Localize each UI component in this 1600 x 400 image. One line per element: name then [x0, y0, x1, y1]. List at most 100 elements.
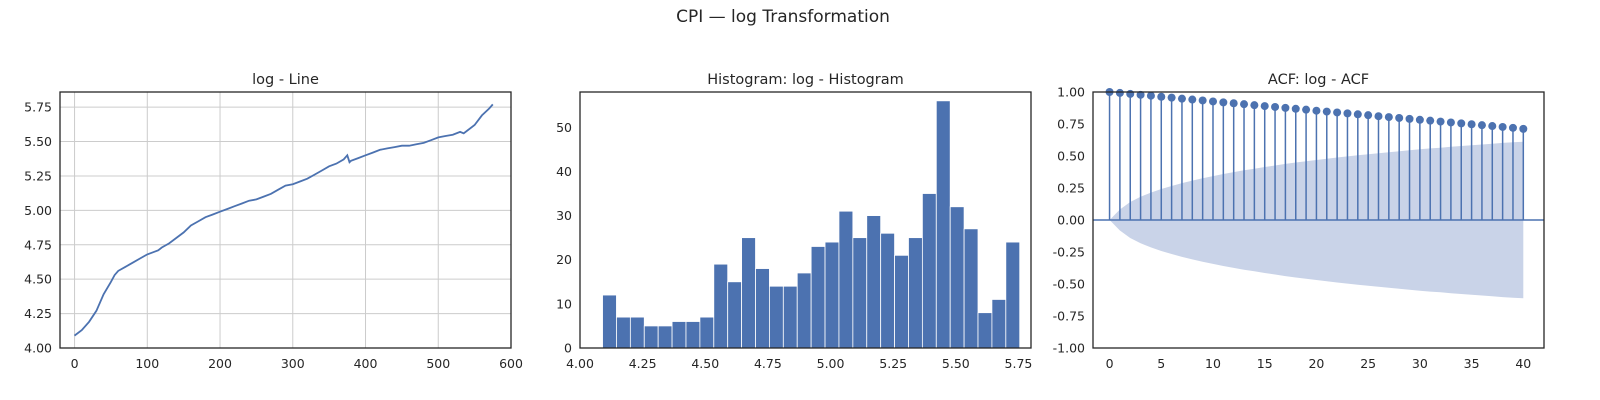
- y-tick-label: 0.00: [1057, 213, 1085, 228]
- y-tick-label: 0.50: [1057, 149, 1085, 164]
- acf-marker: [1415, 115, 1424, 124]
- histogram-bar: [699, 316, 715, 349]
- acf-marker: [1302, 105, 1311, 114]
- plot-frame: [59, 91, 512, 349]
- histogram-bar: [796, 272, 812, 349]
- histogram-bar: [727, 281, 743, 349]
- histogram-bar: [894, 254, 909, 349]
- acf-marker: [1219, 98, 1228, 107]
- y-tick-label: -0.25: [1053, 245, 1085, 260]
- histogram-bar: [977, 312, 993, 349]
- x-tick-label: 5.50: [942, 356, 970, 371]
- acf-marker: [1364, 111, 1373, 120]
- histogram-bar: [782, 285, 798, 349]
- y-tick-label: 4.00: [24, 341, 52, 356]
- histogram-bar: [810, 246, 826, 349]
- y-tick-label: -0.50: [1053, 277, 1085, 292]
- acf-marker: [1498, 122, 1507, 131]
- y-tick-label: 0.75: [1057, 117, 1085, 132]
- histogram-bar: [824, 241, 840, 349]
- acf-marker: [1353, 110, 1362, 119]
- y-tick-label: 0.25: [1057, 181, 1085, 196]
- histogram-bar: [991, 299, 1007, 349]
- histogram-bar: [852, 237, 868, 349]
- x-tick-label: 5.75: [1005, 356, 1033, 371]
- figure-title: CPI — log Transformation: [676, 7, 890, 27]
- x-tick-label: 0: [1106, 356, 1114, 371]
- histogram-bar: [921, 193, 937, 349]
- acf-marker: [1395, 113, 1404, 122]
- histogram-bar: [963, 228, 979, 349]
- acf-marker: [1188, 95, 1197, 104]
- acf-marker: [1405, 114, 1414, 123]
- line-panel: 0 100 200 300 400 500 600 4.00 4.25 4.50 4.75 5.00 5…: [24, 72, 523, 371]
- histogram-bar: [908, 237, 923, 349]
- y-tick-label: 5.25: [24, 168, 52, 183]
- y-tick-label: 20: [556, 252, 572, 267]
- acf-marker: [1333, 108, 1342, 117]
- acf-marker: [1260, 102, 1269, 111]
- acf-marker: [1291, 104, 1300, 113]
- x-tick-label: 10: [1205, 356, 1221, 371]
- histogram-bar: [880, 232, 895, 349]
- y-tick-label: -0.75: [1053, 309, 1085, 324]
- panel-title: log - Line: [252, 72, 319, 88]
- x-tick-label: 500: [426, 356, 450, 371]
- acf-marker: [1208, 97, 1217, 106]
- x-tick-label: 20: [1308, 356, 1324, 371]
- histogram-bar: [657, 325, 673, 349]
- series-line: [73, 103, 494, 337]
- y-tick-label: 4.75: [24, 237, 52, 252]
- acf-marker: [1457, 119, 1466, 128]
- acf-marker: [1167, 93, 1176, 102]
- acf-marker: [1240, 100, 1249, 109]
- y-tick-label: 50: [556, 120, 572, 135]
- acf-marker: [1446, 118, 1455, 127]
- acf-marker: [1488, 122, 1497, 131]
- histogram-bar: [616, 316, 631, 349]
- x-tick-label: 4.00: [566, 356, 594, 371]
- x-tick-label: 600: [499, 356, 523, 371]
- acf-marker: [1508, 123, 1517, 132]
- y-tick-label: 4.25: [24, 306, 52, 321]
- acf-marker: [1177, 94, 1186, 103]
- x-tick-label: 30: [1412, 356, 1428, 371]
- x-tick-label: 4.75: [754, 356, 782, 371]
- y-tick-label: 4.50: [24, 272, 52, 287]
- histogram-bar: [685, 321, 701, 349]
- plot-frame: [579, 91, 1032, 349]
- acf-marker: [1426, 116, 1435, 125]
- histogram-bar: [935, 100, 951, 349]
- histogram-bar: [769, 285, 784, 349]
- acf-marker: [1322, 107, 1331, 116]
- x-tick-label: 15: [1257, 356, 1273, 371]
- y-tick-label: 5.00: [24, 203, 52, 218]
- histogram-bar: [643, 325, 659, 349]
- x-tick-label: 200: [208, 356, 232, 371]
- histogram-bar: [713, 263, 729, 349]
- histogram-bar: [629, 316, 645, 349]
- acf-marker: [1126, 89, 1135, 98]
- acf-marker: [1467, 120, 1476, 129]
- x-tick-label: 40: [1515, 356, 1531, 371]
- acf-marker: [1281, 103, 1290, 112]
- acf-marker: [1136, 90, 1145, 99]
- histogram-bar: [1005, 241, 1021, 349]
- acf-marker: [1198, 96, 1207, 105]
- x-tick-label: 35: [1464, 356, 1480, 371]
- acf-marker: [1250, 101, 1259, 110]
- acf-marker: [1384, 113, 1393, 122]
- histogram-panel: 4.00 4.25 4.50 4.75 5.00 5.25 5.50 5.75 0 10 20 30 4…: [556, 72, 1032, 371]
- x-tick-label: 400: [354, 356, 378, 371]
- y-tick-label: 10: [556, 296, 572, 311]
- x-tick-label: 0: [71, 356, 79, 371]
- histogram-bar: [741, 237, 756, 349]
- x-tick-label: 4.50: [691, 356, 719, 371]
- acf-panel: 0 5 10 15 20 25 30 35 40 -1.00 -0.75 -0.50 -0.25 0.00…: [1053, 72, 1545, 371]
- acf-marker: [1229, 99, 1238, 108]
- acf-marker: [1343, 109, 1352, 118]
- histogram-bar: [866, 215, 882, 349]
- x-tick-label: 25: [1360, 356, 1376, 371]
- acf-marker: [1436, 117, 1445, 126]
